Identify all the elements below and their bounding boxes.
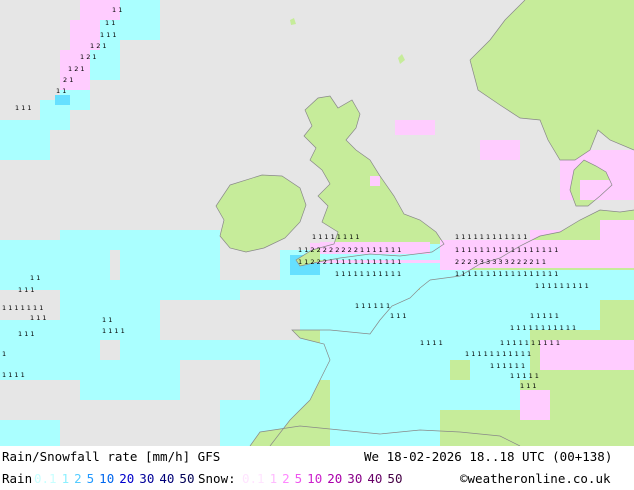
- scandinavia: [470, 0, 634, 160]
- snow-legend-item: 50: [387, 471, 403, 486]
- precip-value-row: 1 1 1 1 1 1 1 1 1 1 1: [335, 270, 401, 278]
- precip-value-row: 1 1 1: [30, 314, 47, 322]
- precip-value-row: 1 2 1: [68, 65, 85, 73]
- rain-legend-item: 20: [119, 471, 135, 486]
- precip-value-row: 1 1 1: [520, 382, 537, 390]
- rain-legend-item: 0.1: [34, 471, 57, 486]
- faroe: [290, 18, 296, 25]
- precip-value-row: 1 1 1 1: [2, 371, 25, 379]
- snow-over-land: [320, 176, 634, 420]
- snow-label: Snow:: [198, 471, 236, 486]
- snow-legend-item: 1: [269, 471, 278, 486]
- precip-value-row: 1 1 1: [18, 286, 35, 294]
- precip-value-row: 1 1 1 1 1 1 1 1 1 1 1: [465, 350, 531, 358]
- rain-legend-item: 50: [179, 471, 195, 486]
- precip-value-row: 1 1 1 1 1 1 1: [2, 304, 43, 312]
- precip-value-row: 1 1 1 1 1 1 1 1 1 1 1: [510, 324, 576, 332]
- rain-label: Rain: [2, 471, 33, 486]
- precip-value-row: 1 1 1 1 1 1 1 1 1 1: [500, 339, 560, 347]
- snow-legend-item: 30: [347, 471, 363, 486]
- precip-value-row: 1 1: [105, 19, 115, 27]
- precip-value-row: 1 1 1 1 1 1: [490, 362, 525, 370]
- precip-value-row: 2 1: [63, 76, 73, 84]
- credit-link[interactable]: ©weatheronline.co.uk: [460, 471, 611, 486]
- snow-legend-item: 0.1: [242, 471, 265, 486]
- shetland: [398, 54, 405, 64]
- precip-value-row: 1 1 1 1 1 1 1 1 1 1 1 1: [455, 233, 527, 241]
- precip-value-row: 1: [2, 350, 6, 358]
- precip-values: 1 1 1 1 1 1 1 1 2 1 1 2 1 1 2 1 2 1 1 1 1 1 1 1 …: [2, 6, 589, 390]
- precip-value-row: 1 1 1: [100, 31, 117, 39]
- coastlines: [215, 0, 634, 446]
- precip-value-row: 1 1 1 1 1 1 1 1 1 1 1 1 1 1 1 1 1: [455, 246, 558, 254]
- footer-legend: Rain 0.1 1 2 5 10 20 30 40 50 Snow: 0.1 1 2 5 10 20 30…: [0, 468, 634, 490]
- precip-value-row: 1 1 1 1: [102, 327, 125, 335]
- rain-over-land: [320, 244, 634, 446]
- map-title: Rain/Snowfall rate [mm/h] GFS: [2, 449, 221, 464]
- rain-legend-item: 1: [61, 471, 70, 486]
- precip-value-row: 1 1 1 1 1: [530, 312, 559, 320]
- precip-value-row: 1 1: [30, 274, 40, 282]
- precip-value-row: 2 2 2 3 3 3 3 3 3 2 2 2 2 1 1: [455, 258, 546, 266]
- rain-legend-item: 5: [86, 471, 95, 486]
- precip-value-row: 1 1: [112, 6, 122, 14]
- rain-legend-item: 30: [139, 471, 155, 486]
- precip-value-row: 1 1 1 1 1: [510, 372, 539, 380]
- precip-value-row: 1 1 1: [18, 330, 35, 338]
- map-datetime: We 18-02-2026 18..18 UTC (00+138): [364, 449, 613, 464]
- precip-value-row: 1 1: [102, 316, 112, 324]
- precip-value-row: 1 2 1: [90, 42, 107, 50]
- map-canvas: 1 1 1 1 1 1 1 1 2 1 1 2 1 1 2 1 2 1 1 1 1 1 1 1 …: [0, 0, 634, 446]
- precip-value-row: 1 1 1: [390, 312, 407, 320]
- precip-value-row: 1 1: [56, 87, 66, 95]
- snow-legend-item: 40: [367, 471, 383, 486]
- rain-legend-item: 2: [74, 471, 82, 486]
- precip-value-row: 1 1 1: [15, 104, 32, 112]
- precip-value-row: 1 1 1 1 1 1: [355, 302, 390, 310]
- snow-legend-item: 5: [294, 471, 303, 486]
- snow-legend-item: 10: [307, 471, 323, 486]
- rain-legend: 0.1 1 2 5 10 20 30 40 50: [34, 471, 199, 486]
- weather-map: 1 1 1 1 1 1 1 1 2 1 1 2 1 1 2 1 2 1 1 1 1 1 1 1 …: [0, 0, 634, 446]
- dry-land-patches: [450, 300, 634, 446]
- rain-legend-item: 10: [99, 471, 115, 486]
- precip-value-row: 1 1 2 2 2 1 1 1 1 1 1 1 1 1 1 1 1: [298, 258, 401, 266]
- precip-value-row: 1 2 1: [80, 53, 97, 61]
- precip-value-row: 1 1 1 1: [420, 339, 443, 347]
- dry-sea-patches: [0, 290, 300, 446]
- snow-legend-item: 2: [282, 471, 290, 486]
- rain-legend-item: 40: [159, 471, 175, 486]
- precip-value-row: 1 1 1 1 1 1 1 1 1 1 1 1 1 1 1 1 1: [455, 270, 558, 278]
- snow-legend-item: 20: [327, 471, 343, 486]
- precip-value-row: 1 1 2 2 2 2 2 2 2 2 1 1 1 1 1 1 1: [298, 246, 401, 254]
- precip-value-row: 1 1 1 1 1 1 1 1 1: [535, 282, 589, 290]
- ireland: [216, 175, 306, 252]
- footer-top: Rain/Snowfall rate [mm/h] GFS We 18-02-2…: [0, 446, 634, 468]
- snow-legend: 0.1 1 2 5 10 20 30 40 50: [242, 471, 407, 486]
- precip-value-row: 1 1 1 1 1 1 1 1: [312, 233, 360, 241]
